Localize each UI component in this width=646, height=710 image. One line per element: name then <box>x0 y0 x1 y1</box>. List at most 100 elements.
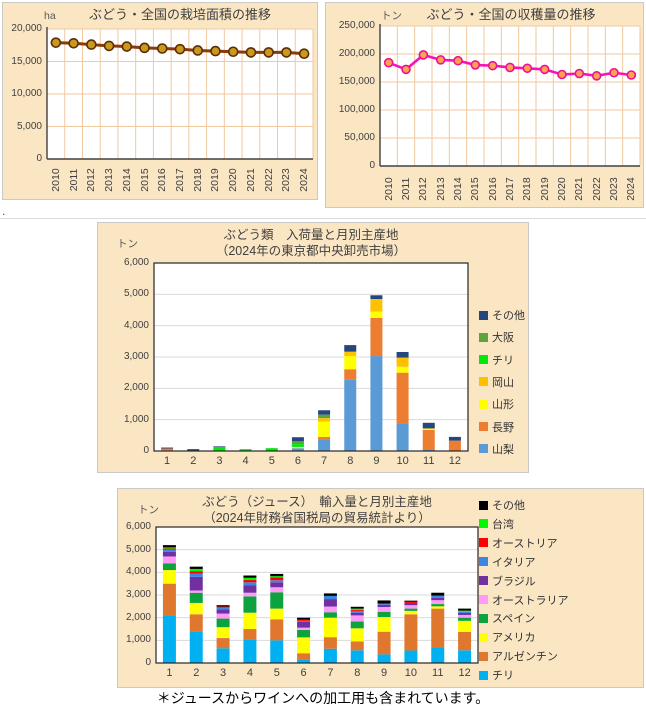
data-point <box>245 47 257 58</box>
y-tick-label: 250,000 <box>338 20 375 31</box>
bar-segment <box>396 357 409 367</box>
x-tick-label: 7 <box>327 667 334 679</box>
y-tick-label: 2,000 <box>125 611 151 623</box>
y-tick-label: 0 <box>143 445 149 456</box>
bar-segment <box>323 595 337 600</box>
stray-mark: . <box>2 204 6 218</box>
legend-item: 山梨 <box>479 441 514 457</box>
legend-label: オーストラリア <box>492 594 569 607</box>
bar-segment <box>318 439 331 451</box>
legend-swatch <box>479 422 488 431</box>
x-tick-label: 2015 <box>138 168 151 192</box>
bar-segment <box>431 600 445 605</box>
data-point <box>103 40 115 52</box>
bar-segment <box>213 446 226 451</box>
legend-swatch <box>479 576 488 586</box>
x-tick-label: 2011 <box>400 177 412 201</box>
legend-swatch <box>479 444 488 454</box>
y-axis-unit-label: トン <box>381 10 402 22</box>
legend-item: 長野 <box>479 419 514 435</box>
bar-segment <box>323 637 337 649</box>
bar-segment <box>243 585 257 593</box>
legend-swatch <box>479 355 488 365</box>
bar-segment <box>396 351 409 358</box>
legend-label: スペイン <box>492 613 536 626</box>
bar-segment <box>370 356 383 451</box>
bar-segment <box>297 621 311 628</box>
x-tick-label: 2016 <box>486 177 499 201</box>
y-tick-label: 0 <box>369 160 375 171</box>
x-tick-label: 6 <box>300 667 307 679</box>
x-tick-label: 2024 <box>298 168 311 192</box>
bar-segment <box>422 449 435 451</box>
data-point <box>263 47 274 58</box>
bar-segment <box>404 650 418 663</box>
x-tick-label: 3 <box>220 667 227 679</box>
bar-segment <box>458 608 472 611</box>
data-point <box>453 55 463 66</box>
chart-title-line2: （2024年財務省国税局の貿易統計より） <box>203 511 431 525</box>
bar-segment <box>243 575 257 578</box>
legend-label: ブラジル <box>492 575 536 588</box>
data-point <box>383 57 394 68</box>
bar-segment <box>270 592 284 609</box>
bar-segment <box>344 351 357 357</box>
bar-segment <box>161 448 174 451</box>
bar-segment <box>270 577 284 581</box>
legend-item: ブラジル <box>479 573 536 589</box>
bar-segment <box>189 590 203 593</box>
data-point <box>487 60 498 71</box>
bar-segment <box>318 414 331 419</box>
y-tick-label: 20,000 <box>11 23 42 34</box>
bar-segment <box>370 317 383 357</box>
bar-segment <box>422 430 435 450</box>
bar-segment <box>243 582 257 586</box>
legend-label: オーストリア <box>492 537 558 550</box>
legend-item: 山形 <box>479 396 514 412</box>
bar-segment <box>404 610 418 615</box>
bar-segment <box>243 639 257 663</box>
bar-segment <box>162 548 176 550</box>
legend-label: チリ <box>492 670 514 683</box>
y-tick-label: 0 <box>145 657 151 668</box>
bar-segment <box>318 418 331 422</box>
bar-segment <box>404 614 418 651</box>
legend-swatch <box>479 500 488 510</box>
x-tick-label: 2018 <box>521 177 534 201</box>
bar-segment <box>377 603 391 605</box>
data-point <box>626 70 637 80</box>
x-tick-label: 6 <box>294 455 301 467</box>
data-point <box>227 46 239 58</box>
x-tick-label: 4 <box>242 455 249 467</box>
bar-segment <box>189 631 203 663</box>
bar-segment <box>396 372 409 424</box>
y-axis-unit-label: ha <box>44 10 56 22</box>
bar-segment <box>297 659 311 663</box>
data-point <box>435 55 446 65</box>
x-tick-label: 3 <box>216 455 223 467</box>
bar-segment <box>323 648 337 663</box>
harvest-volume-chart-panel: ぶどう・全国の収穫量の推移 トン 0 50,000 100,000 150,000 20… <box>325 2 644 208</box>
data-point <box>418 50 429 60</box>
cultivation-area-chart-panel: ぶどう・全国の栽培面積の推移 ha 0 5,000 10,000 15,000 20,0… <box>2 2 318 200</box>
bar-segment <box>189 592 203 603</box>
legend-label: 大阪 <box>492 332 514 345</box>
chart-title: ぶどう・全国の栽培面積の推移 <box>88 7 271 22</box>
bar-segment <box>297 619 311 621</box>
legend-label: アルゼンチン <box>492 651 558 664</box>
legend-swatch <box>479 632 488 642</box>
x-tick-label: 2016 <box>156 168 169 192</box>
bar-segment <box>350 606 364 609</box>
bar-segment <box>270 582 284 588</box>
legend-swatch <box>479 377 488 387</box>
bar-segment <box>270 573 284 577</box>
x-tick-label: 2017 <box>174 168 186 192</box>
bar-segment <box>270 619 284 641</box>
bar-segment <box>297 620 311 622</box>
bar-segment <box>458 617 472 621</box>
data-point <box>298 48 310 60</box>
legend-item: 大阪 <box>479 329 514 345</box>
y-tick-label: 5,000 <box>125 543 151 555</box>
legend-swatch <box>479 595 488 604</box>
